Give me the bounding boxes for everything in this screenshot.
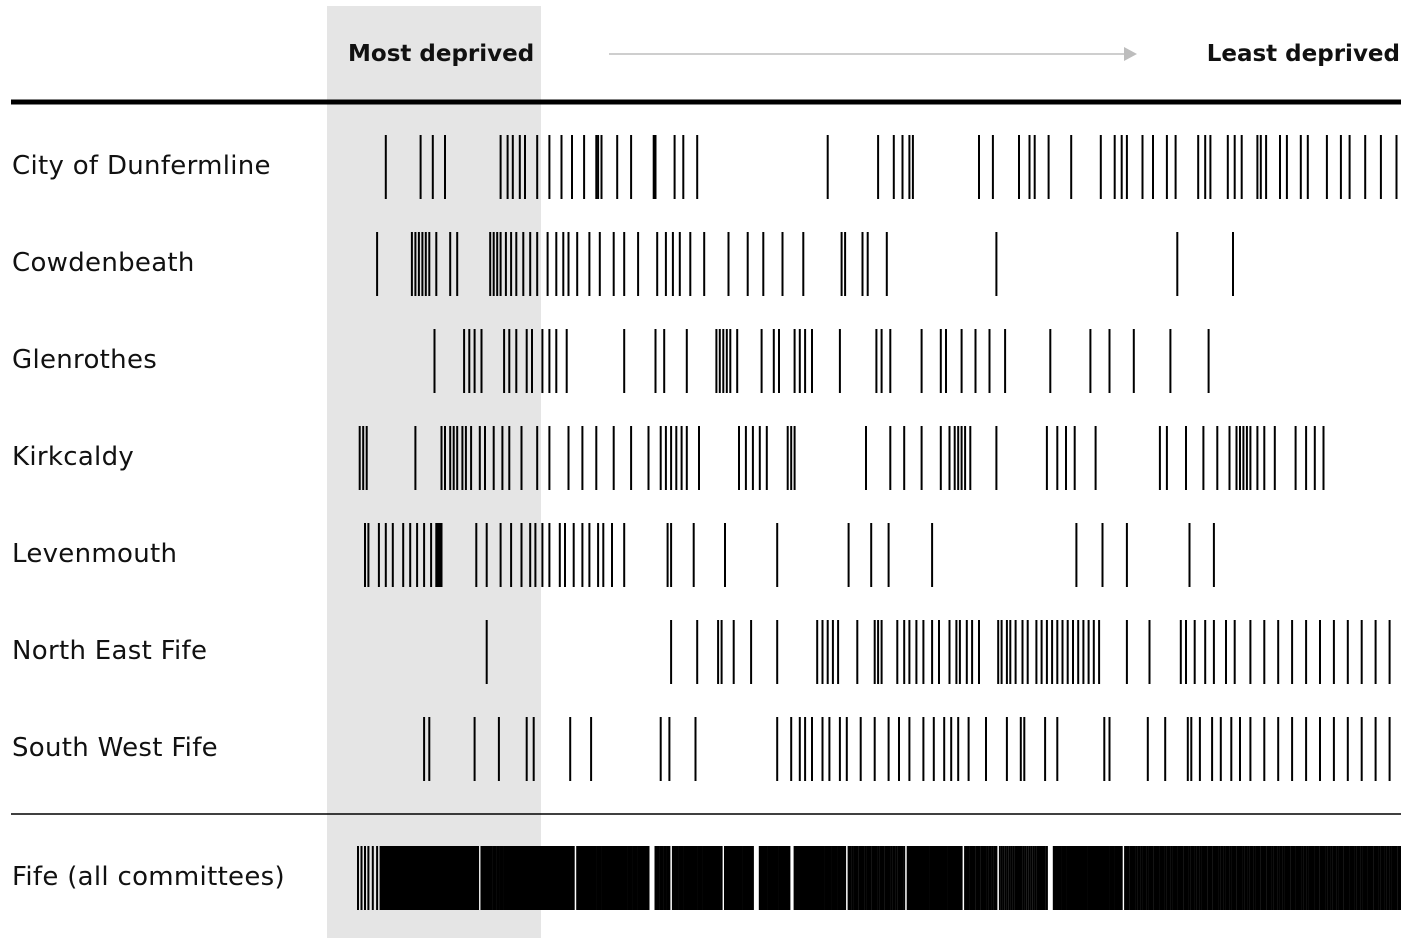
deprivation-direction-arrow-icon [609, 47, 1137, 61]
row-label-city-of-dunfermline: City of Dunfermline [12, 151, 271, 181]
most-deprived-label: Most deprived [348, 41, 535, 67]
strip-marks [357, 135, 1401, 910]
row-label-north-east-fife: North East Fife [12, 636, 208, 666]
row-label-glenrothes: Glenrothes [12, 345, 158, 375]
row-label-kirkcaldy: Kirkcaldy [12, 442, 135, 472]
row-label-levenmouth: Levenmouth [12, 539, 178, 569]
least-deprived-label: Least deprived [1206, 41, 1400, 67]
row-label-south-west-fife: South West Fife [12, 733, 218, 763]
total-row-label: Fife (all committees) [12, 862, 285, 892]
row-label-cowdenbeath: Cowdenbeath [12, 248, 195, 278]
